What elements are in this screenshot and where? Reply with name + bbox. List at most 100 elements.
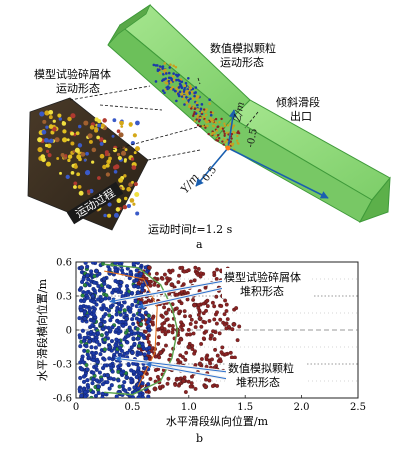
blue-particle [82,348,87,353]
data-point [192,302,197,308]
blue-particle [108,304,114,309]
chute-particle [223,122,226,125]
red-particle [174,292,179,297]
photo-debris-grain [116,198,122,204]
blue-particle [116,378,121,383]
photo-debris-grain [132,133,137,138]
y-tick-label: 0.6 [56,258,72,269]
chute-particle [176,92,180,96]
photo-debris-grain [61,137,68,143]
red-particle [175,358,180,362]
red-particle [193,265,198,270]
red-particle [207,318,212,323]
x-axis-line [227,147,329,199]
photo-debris-grain [133,151,137,155]
chute-particle [233,131,236,134]
chute-particle [225,139,228,142]
red-particle [188,314,193,319]
red-particle [228,350,233,355]
photo-debris-grain [118,132,124,138]
chute-particle [174,65,178,69]
panel-a: 运动过程 X/m Y/m Z/m 0 0.5 1.0 1.5 0.5 -0.5 [27,3,391,251]
photo-debris-grain [73,181,78,186]
photo-debris-grain [135,120,140,126]
red-particle [234,306,239,311]
chute-particle [211,131,215,135]
chute-particle [185,101,189,104]
blue-particle [79,366,84,372]
red-particle [182,269,187,274]
blue-particle [128,306,133,311]
photo-debris-grain [37,146,43,153]
blue-particle [102,337,108,342]
axis-z-title: Z/m [232,101,247,124]
photo-debris-grain [48,124,54,129]
photo-debris-grain [102,164,107,170]
red-particle [148,283,153,288]
red-particle [219,304,224,308]
red-particle [168,270,173,275]
blue-particle [107,267,112,272]
chute-particle [165,72,168,75]
blue-particle [91,390,96,395]
blue-particle [77,333,82,338]
red-particle [207,378,212,383]
red-particle [230,327,235,332]
red-particle [160,322,165,327]
chute-particle [188,105,191,109]
blue-particle [114,337,119,342]
chute-particle [172,88,175,91]
chute-particle [190,107,193,110]
red-particle [214,294,219,299]
blue-particle [129,368,134,373]
blue-particle [84,362,89,368]
blue-particle [132,279,137,284]
blue-particle [108,318,113,323]
blue-particle [114,287,119,292]
blue-particle [131,313,136,318]
chute-particle [188,91,191,94]
red-particle [181,355,185,359]
photo-debris-grain [115,207,121,212]
photo-debris-grain [128,122,133,127]
photo-debris-grain [112,147,118,153]
blue-particle [118,307,123,312]
chute-particle [204,110,207,114]
chute-particle [185,90,188,94]
photo-debris-grain [39,111,45,117]
red-particle [189,317,194,322]
photo-debris-grain [74,147,80,153]
chute-particle [214,117,218,121]
chute-particle [236,134,239,138]
photo-debris-grain [73,185,77,189]
blue-particle [95,339,100,344]
blue-particle [119,290,124,295]
red-particle [196,312,201,317]
blue-particle [97,271,102,276]
red-particle [183,314,187,319]
chute-model [107,3,391,223]
chute-particle [232,124,236,127]
red-particle [174,377,179,382]
blue-particle [129,379,134,384]
photo-debris-grain [134,192,140,197]
blue-particle [96,390,101,396]
data-point [90,293,96,299]
chute-particle [200,110,204,114]
red-particle [199,324,204,329]
blue-particle [91,351,96,356]
photo-debris-grain [67,158,71,162]
photo-debris-grain [99,141,104,146]
x-tick-label: 2.0 [294,402,310,413]
photo-debris-grain [77,184,82,189]
red-particle [181,323,186,328]
red-particle [212,270,217,275]
blue-particle [91,377,96,382]
chute-particle [182,94,186,98]
data-point [96,384,101,390]
data-point [129,350,135,356]
red-particle [204,355,209,360]
data-point [101,276,107,282]
blue-particle [81,338,87,343]
photo-debris-grain [56,157,60,160]
